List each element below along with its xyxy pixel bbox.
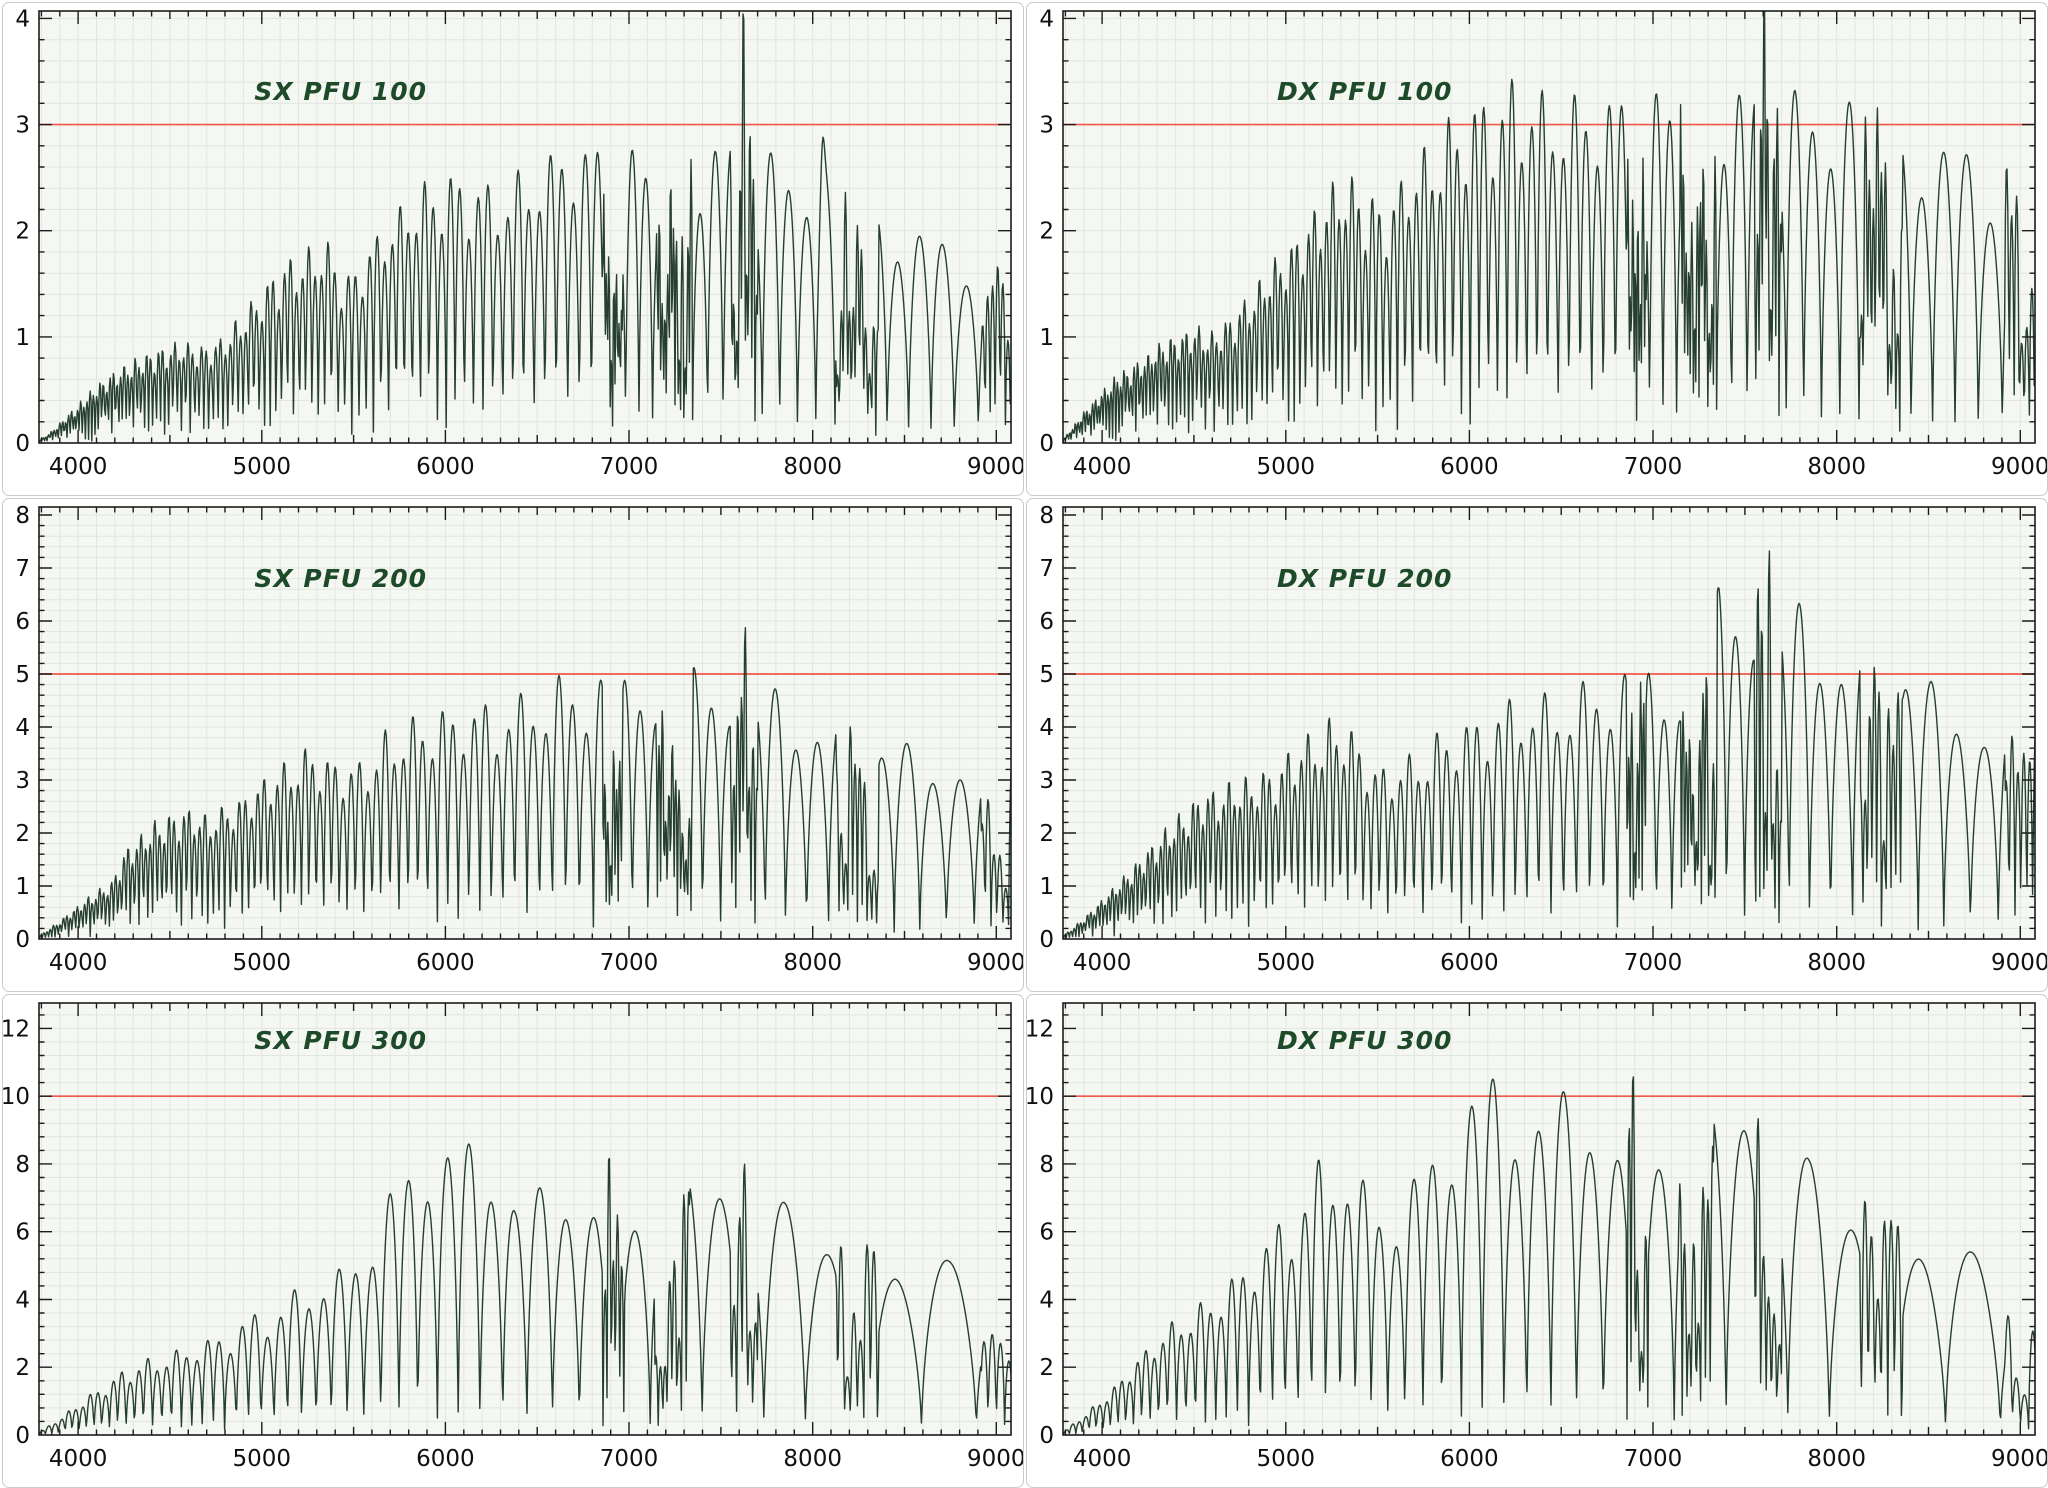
svg-text:3: 3 [15,113,30,139]
svg-text:2: 2 [15,219,30,245]
svg-text:0: 0 [1039,1423,1054,1449]
svg-text:4000: 4000 [1073,950,1132,976]
svg-text:8: 8 [1039,1152,1054,1178]
svg-text:7000: 7000 [600,454,659,480]
svg-text:6: 6 [15,1220,30,1246]
sx-pfu-100-plot: 4000 5000 6000 7000 8000 9000 0 1 2 3 4 [15,6,1023,480]
svg-text:8000: 8000 [783,1446,842,1472]
svg-text:5000: 5000 [233,1446,292,1472]
panel-sx-pfu-200: 4000 5000 6000 7000 8000 9000 0 1 2 3 4 5 6 7 8 SX PFU… [2,498,1024,992]
svg-text:9000: 9000 [967,1446,1023,1472]
svg-text:4000: 4000 [49,950,108,976]
panel-sx-pfu-100: 4000 5000 6000 7000 8000 9000 0 1 2 3 4 SX PFU 100 [2,2,1024,496]
svg-text:5000: 5000 [233,950,292,976]
svg-text:7: 7 [1039,556,1054,582]
svg-text:0: 0 [15,1423,30,1449]
svg-text:7000: 7000 [1624,1446,1683,1472]
svg-text:4: 4 [1039,1288,1054,1314]
panel-sx-pfu-300: 4000 5000 6000 7000 8000 9000 0 2 4 6 8 10 12 SX PFU… [2,994,1024,1488]
sx-pfu-100-title: SX PFU 100 [254,76,427,106]
svg-text:7000: 7000 [600,1446,659,1472]
svg-text:8000: 8000 [1807,950,1866,976]
svg-text:12: 12 [3,1016,30,1042]
svg-text:4: 4 [1039,6,1054,32]
svg-text:5: 5 [1039,662,1054,688]
svg-text:4: 4 [15,1288,30,1314]
svg-text:4000: 4000 [49,454,108,480]
svg-text:9000: 9000 [1991,950,2047,976]
dx-pfu-100-title: DX PFU 100 [1277,76,1453,106]
svg-text:3: 3 [15,768,30,794]
svg-text:6: 6 [15,609,30,635]
svg-text:10: 10 [3,1084,30,1110]
sx-pfu-300-plot: 4000 5000 6000 7000 8000 9000 0 2 4 6 8 10 12 [3,1002,1023,1472]
svg-text:1: 1 [1039,325,1054,351]
svg-text:0: 0 [15,927,30,953]
svg-text:8000: 8000 [783,454,842,480]
svg-text:5000: 5000 [233,454,292,480]
svg-text:8000: 8000 [1807,454,1866,480]
svg-text:1: 1 [1039,874,1054,900]
dx-pfu-200-title: DX PFU 200 [1277,563,1453,593]
svg-text:5000: 5000 [1257,454,1316,480]
svg-text:6000: 6000 [1440,950,1499,976]
svg-text:4: 4 [15,6,30,32]
svg-text:6000: 6000 [1440,454,1499,480]
svg-text:4: 4 [15,715,30,741]
dx-pfu-200-plot: 4000 5000 6000 7000 8000 9000 0 1 2 3 4 5 6 7 8 [1039,503,2047,976]
svg-text:6: 6 [1039,1220,1054,1246]
svg-text:4: 4 [1039,715,1054,741]
svg-text:7000: 7000 [1624,950,1683,976]
svg-text:5000: 5000 [1257,1446,1316,1472]
svg-text:3: 3 [1039,768,1054,794]
svg-text:12: 12 [1027,1016,1054,1042]
dx-pfu-300-title: DX PFU 300 [1277,1025,1453,1055]
svg-text:1: 1 [15,325,30,351]
svg-text:0: 0 [15,431,30,457]
svg-text:10: 10 [1027,1084,1054,1110]
svg-text:8: 8 [15,503,30,529]
svg-text:6000: 6000 [416,1446,475,1472]
svg-text:7000: 7000 [600,950,659,976]
svg-text:7000: 7000 [1624,454,1683,480]
svg-text:7: 7 [15,556,30,582]
svg-text:6000: 6000 [416,950,475,976]
svg-text:0: 0 [1039,431,1054,457]
svg-text:4000: 4000 [49,1446,108,1472]
sx-pfu-200-title: SX PFU 200 [254,563,427,593]
panel-dx-pfu-300: 4000 5000 6000 7000 8000 9000 0 2 4 6 8 10 12 DX PFU… [1026,994,2048,1488]
svg-text:5000: 5000 [1257,950,1316,976]
sx-pfu-200-plot: 4000 5000 6000 7000 8000 9000 0 1 2 3 4 5 6 7 8 [15,503,1023,976]
svg-text:2: 2 [15,821,30,847]
svg-text:4000: 4000 [1073,1446,1132,1472]
svg-text:9000: 9000 [1991,454,2047,480]
svg-text:6: 6 [1039,609,1054,635]
svg-text:5: 5 [15,662,30,688]
svg-text:9000: 9000 [967,454,1023,480]
svg-text:6000: 6000 [416,454,475,480]
svg-text:8: 8 [1039,503,1054,529]
svg-text:9000: 9000 [967,950,1023,976]
svg-text:2: 2 [15,1355,30,1381]
svg-text:6000: 6000 [1440,1446,1499,1472]
svg-text:8000: 8000 [783,950,842,976]
svg-text:3: 3 [1039,113,1054,139]
svg-text:4000: 4000 [1073,454,1132,480]
sx-pfu-300-title: SX PFU 300 [254,1025,427,1055]
panel-dx-pfu-200: 4000 5000 6000 7000 8000 9000 0 1 2 3 4 5 6 7 8 DX PFU… [1026,498,2048,992]
svg-text:2: 2 [1039,219,1054,245]
dx-pfu-300-plot: 4000 5000 6000 7000 8000 9000 0 2 4 6 8 10 12 [1027,1002,2047,1472]
svg-text:2: 2 [1039,1355,1054,1381]
panel-dx-pfu-100: 4000 5000 6000 7000 8000 9000 0 1 2 3 4 DX PFU 100 [1026,2,2048,496]
svg-text:8: 8 [15,1152,30,1178]
svg-text:0: 0 [1039,927,1054,953]
dx-pfu-100-plot: 4000 5000 6000 7000 8000 9000 0 1 2 3 4 [1039,6,2047,480]
svg-text:8000: 8000 [1807,1446,1866,1472]
svg-text:1: 1 [15,874,30,900]
svg-text:2: 2 [1039,821,1054,847]
svg-text:9000: 9000 [1991,1446,2047,1472]
